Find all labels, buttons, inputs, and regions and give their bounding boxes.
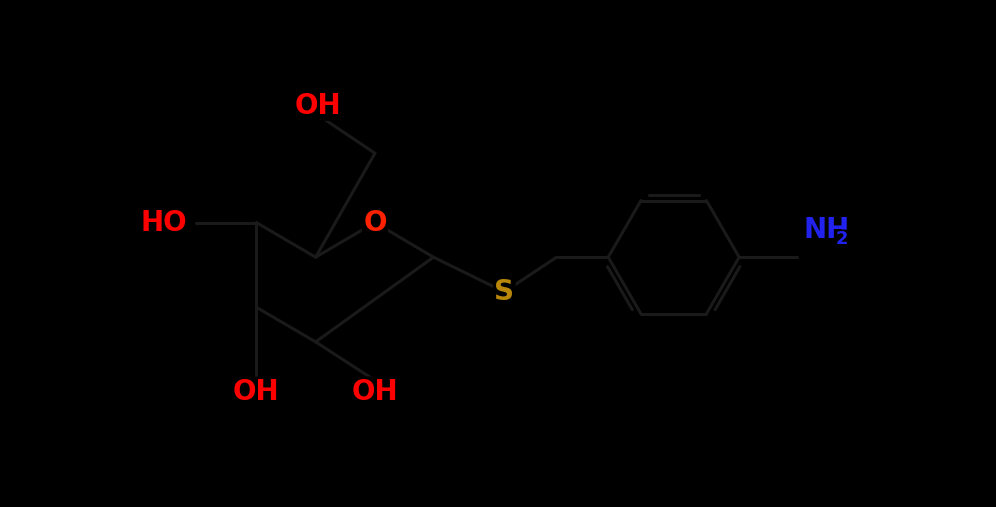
- Text: OH: OH: [352, 378, 398, 406]
- Text: OH: OH: [295, 91, 342, 120]
- Text: O: O: [364, 208, 386, 237]
- Text: 2: 2: [836, 231, 848, 248]
- Text: HO: HO: [140, 208, 187, 237]
- Text: NH: NH: [803, 216, 850, 244]
- Text: S: S: [494, 278, 514, 306]
- Text: OH: OH: [233, 378, 280, 406]
